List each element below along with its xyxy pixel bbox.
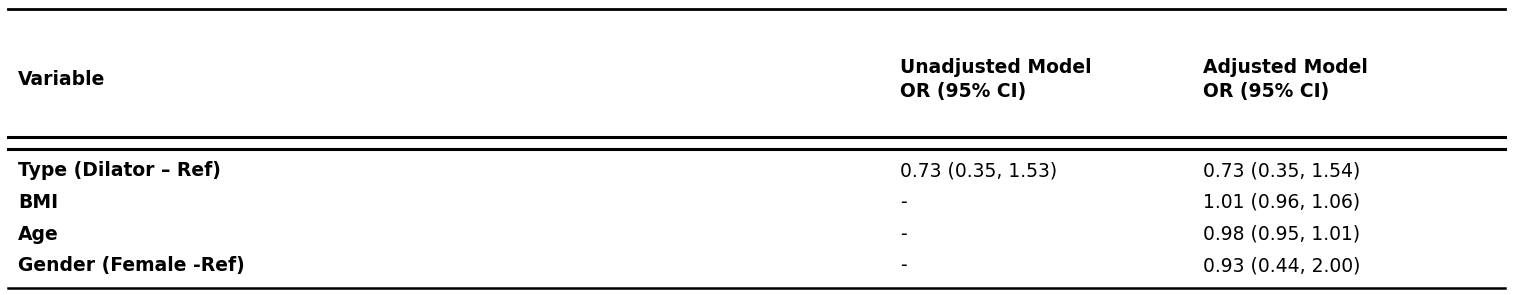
Text: Unadjusted Model
OR (95% CI): Unadjusted Model OR (95% CI) [900,58,1092,101]
Text: Type (Dilator – Ref): Type (Dilator – Ref) [18,161,221,180]
Text: Adjusted Model
OR (95% CI): Adjusted Model OR (95% CI) [1203,58,1368,101]
Text: 0.93 (0.44, 2.00): 0.93 (0.44, 2.00) [1203,256,1360,275]
Text: 0.73 (0.35, 1.53): 0.73 (0.35, 1.53) [900,161,1058,180]
Text: -: - [900,225,906,244]
Text: Age: Age [18,225,59,244]
Text: 0.98 (0.95, 1.01): 0.98 (0.95, 1.01) [1203,225,1360,244]
Text: -: - [900,193,906,212]
Text: -: - [900,256,906,275]
Text: Gender (Female -Ref): Gender (Female -Ref) [18,256,245,275]
Text: BMI: BMI [18,193,59,212]
Text: 1.01 (0.96, 1.06): 1.01 (0.96, 1.06) [1203,193,1360,212]
Text: Variable: Variable [18,70,106,89]
Text: 0.73 (0.35, 1.54): 0.73 (0.35, 1.54) [1203,161,1360,180]
